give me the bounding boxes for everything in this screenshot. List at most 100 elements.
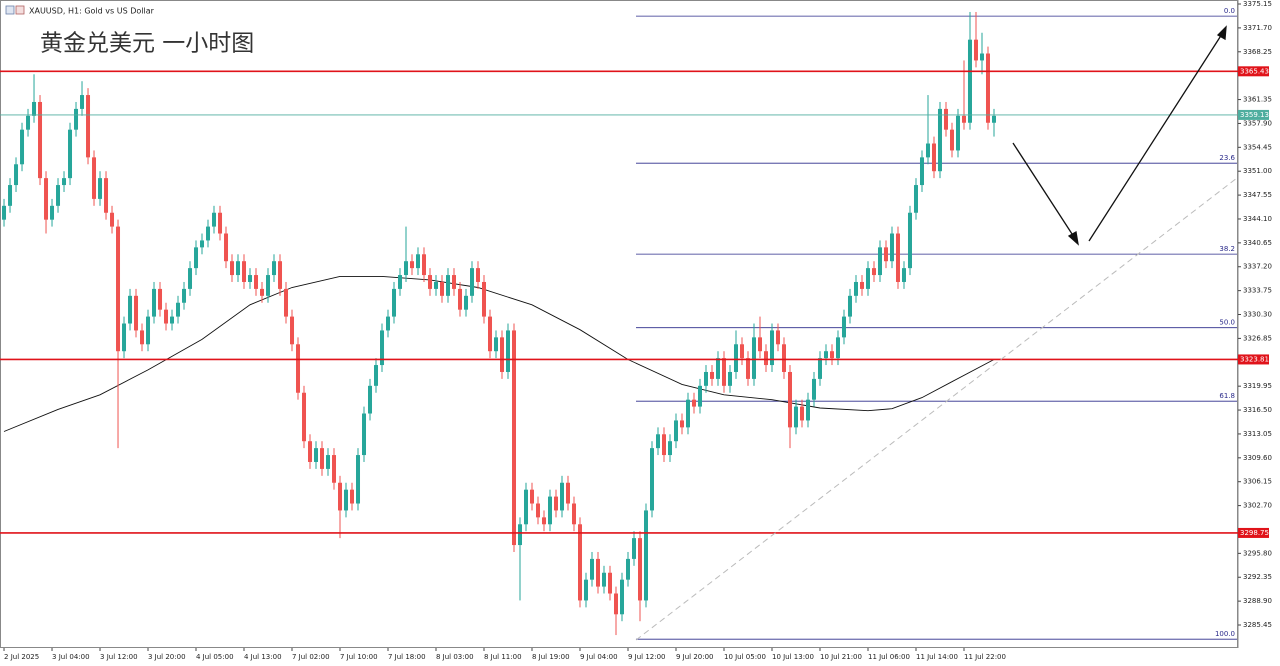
candle-body: [248, 275, 253, 282]
candle-body: [715, 358, 720, 379]
level-line-tag: [1238, 66, 1269, 77]
candle-body: [769, 330, 774, 366]
x-tick-label: 7 Jul 02:00: [292, 653, 330, 661]
y-tick-label: 3313.05: [1243, 430, 1272, 438]
candle-body: [596, 558, 601, 587]
candle-body: [380, 330, 385, 366]
y-tick-label: 3316.50: [1243, 406, 1272, 414]
y-tick-label: 3347.55: [1243, 191, 1272, 199]
candle-body: [799, 406, 804, 421]
candle-body: [536, 503, 541, 518]
candle-body: [931, 143, 936, 172]
candle-body: [739, 344, 744, 359]
candle-body: [8, 185, 13, 206]
candle-body: [134, 295, 139, 331]
x-tick-label: 4 Jul 13:00: [244, 653, 282, 661]
candle-body: [74, 108, 79, 130]
candle-body: [889, 233, 894, 262]
candle-body: [80, 95, 85, 109]
candle-body: [62, 178, 67, 186]
candle-body: [458, 288, 463, 310]
candle-body: [158, 288, 163, 310]
candle-body: [829, 351, 834, 359]
candle-body: [470, 268, 475, 296]
candle-body: [410, 261, 415, 269]
candle-body: [2, 205, 7, 220]
candle-body: [775, 330, 780, 345]
x-tick-label: 11 Jul 22:00: [964, 653, 1006, 661]
candle-body: [805, 399, 810, 421]
candle-body: [949, 129, 954, 151]
candle-body: [20, 129, 25, 165]
y-tick-label: 3333.75: [1243, 287, 1272, 295]
trend-line: [635, 177, 1238, 641]
y-tick-label: 3351.00: [1243, 167, 1272, 175]
candle-body: [122, 323, 127, 352]
header-icon: [5, 5, 25, 15]
candle-body: [745, 358, 750, 379]
candle-body: [128, 295, 133, 324]
x-tick-label: 3 Jul 20:00: [148, 653, 186, 661]
candle-body: [290, 316, 295, 345]
candle-body: [871, 268, 876, 276]
candle-body: [50, 205, 55, 220]
candle-body: [110, 212, 115, 227]
candle-body: [619, 579, 624, 615]
level-line-tag-label: 3323.81: [1240, 355, 1269, 363]
candle-body: [32, 101, 37, 116]
candle-body: [853, 281, 858, 296]
price-line-tag: [1238, 109, 1269, 120]
fib-label: 23.6: [1219, 154, 1235, 162]
candle-body: [422, 254, 427, 276]
candle-body: [362, 413, 367, 456]
candle-body: [14, 164, 19, 186]
candle-body: [476, 268, 481, 282]
candle-body: [386, 316, 391, 331]
candle-body: [44, 178, 49, 220]
candle-body: [140, 330, 145, 345]
candle-body: [332, 455, 337, 483]
x-tick-label: 9 Jul 12:00: [628, 653, 666, 661]
candle-body: [793, 406, 798, 428]
level-line-tag-label: 3298.75: [1240, 529, 1269, 537]
candle-body: [440, 281, 445, 296]
candle-body: [416, 254, 421, 269]
fib-label: 61.8: [1219, 392, 1235, 400]
candle-body: [757, 337, 762, 352]
symbol-header: XAUUSD, H1: Gold vs US Dollar: [29, 7, 155, 16]
y-tick-label: 3344.10: [1243, 215, 1272, 223]
candle-body: [338, 482, 343, 511]
candle-body: [104, 178, 109, 213]
candle-body: [733, 344, 738, 372]
y-tick-label: 3306.15: [1243, 478, 1272, 486]
candle-body: [164, 309, 169, 324]
candle-body: [847, 295, 852, 317]
x-tick-label: 2 Jul 2025: [4, 653, 39, 661]
candle-body: [68, 129, 73, 179]
candle-body: [841, 316, 846, 338]
candle-body: [919, 157, 924, 186]
candle-body: [356, 455, 361, 504]
candle-body: [26, 115, 31, 130]
candle-body: [236, 261, 241, 276]
candle-body: [913, 185, 918, 213]
candle-body: [488, 316, 493, 352]
candle-body: [823, 351, 828, 359]
candle-body: [368, 385, 373, 414]
y-tick-label: 3330.30: [1243, 311, 1272, 319]
x-tick-label: 9 Jul 20:00: [676, 653, 714, 661]
candle-body: [344, 489, 349, 511]
candle-body: [721, 358, 726, 386]
candle-body: [667, 441, 672, 456]
candle-body: [320, 448, 325, 469]
y-tick-label: 3326.85: [1243, 334, 1272, 342]
candle-body: [524, 489, 529, 525]
candle-body: [602, 572, 607, 587]
candle-body: [224, 233, 229, 262]
candle-body: [961, 115, 966, 123]
candle-body: [560, 482, 565, 511]
candle-body: [685, 399, 690, 428]
candle-body: [554, 496, 559, 511]
candle-body: [86, 95, 91, 158]
fib-label: 100.0: [1215, 630, 1235, 638]
